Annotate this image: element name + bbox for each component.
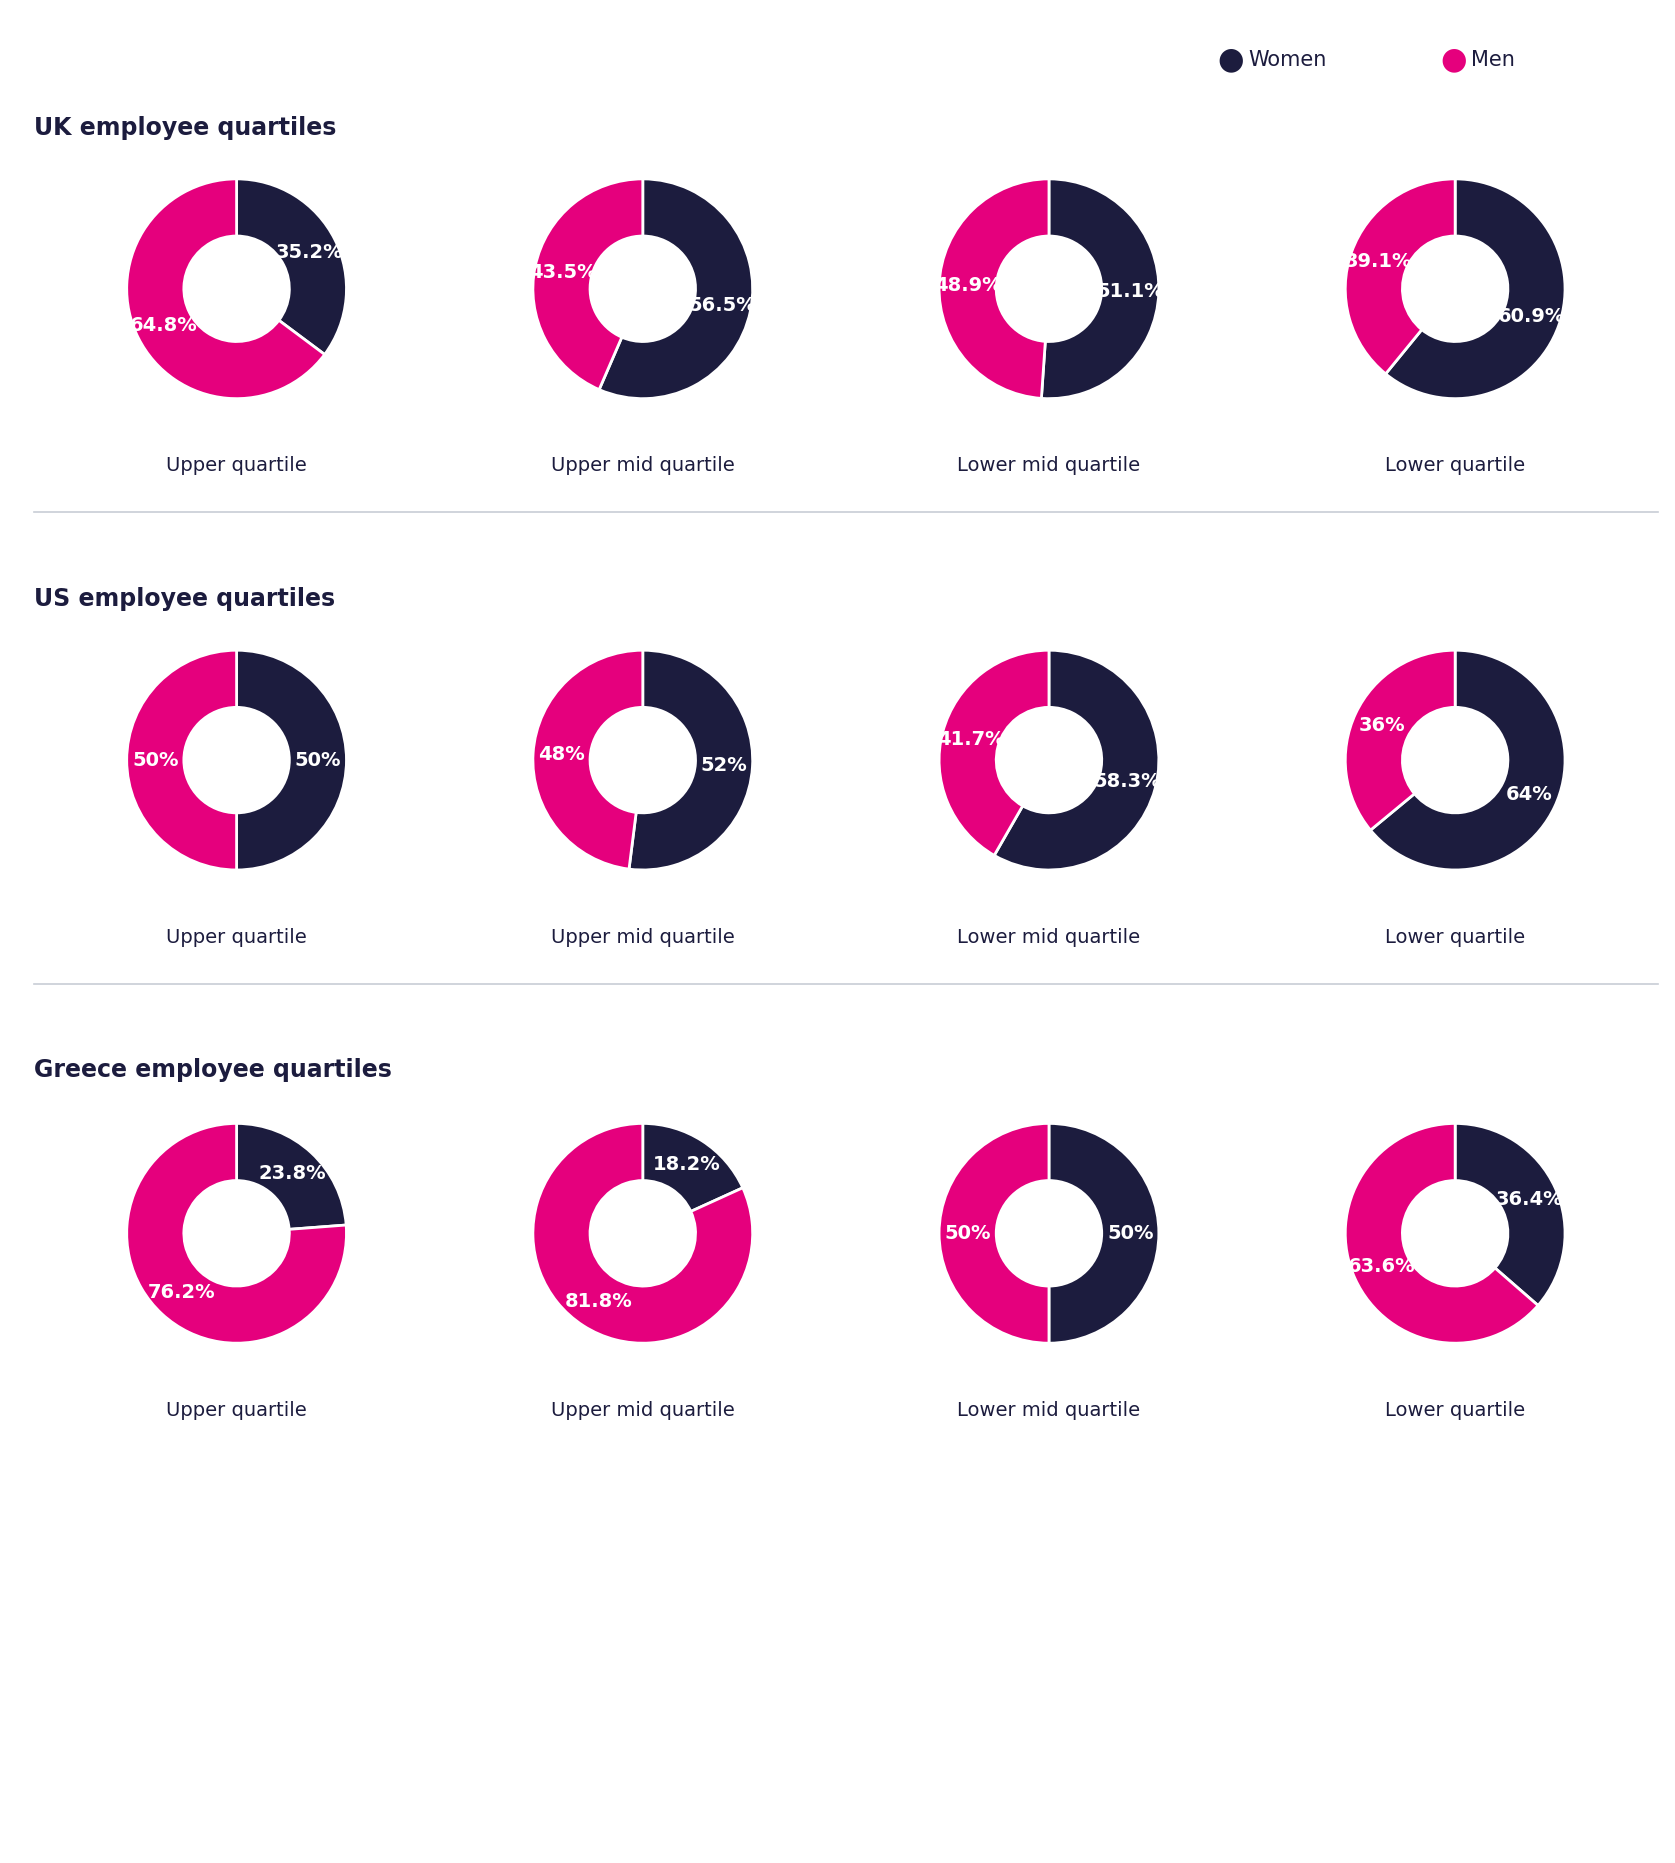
Text: Upper mid quartile: Upper mid quartile [551,456,735,475]
Wedge shape [236,179,347,354]
Text: 50%: 50% [295,751,342,769]
Text: 64.8%: 64.8% [131,315,198,335]
Wedge shape [630,650,752,870]
Text: 50%: 50% [132,751,179,769]
Wedge shape [995,650,1159,870]
Text: Men: Men [1471,50,1514,69]
Wedge shape [940,650,1049,855]
Text: Lower mid quartile: Lower mid quartile [958,456,1141,475]
Wedge shape [533,179,643,389]
Text: 43.5%: 43.5% [529,263,596,281]
Text: UK employee quartiles: UK employee quartiles [34,116,337,140]
Wedge shape [1370,650,1564,870]
Text: Lower mid quartile: Lower mid quartile [958,1401,1141,1420]
Text: ●: ● [1440,45,1467,75]
Text: 18.2%: 18.2% [653,1155,720,1174]
Text: 58.3%: 58.3% [1094,771,1161,790]
Wedge shape [127,179,325,399]
Text: 81.8%: 81.8% [564,1293,633,1312]
Text: Upper quartile: Upper quartile [166,456,307,475]
Text: 36.4%: 36.4% [1496,1190,1563,1209]
Text: 60.9%: 60.9% [1497,307,1566,326]
Text: 36%: 36% [1358,715,1405,736]
Text: 48%: 48% [538,745,585,764]
Wedge shape [236,1123,347,1230]
Wedge shape [533,650,643,870]
Text: 52%: 52% [700,756,747,775]
Wedge shape [1456,1123,1564,1306]
Text: Upper mid quartile: Upper mid quartile [551,1401,735,1420]
Wedge shape [127,650,236,870]
Text: Upper mid quartile: Upper mid quartile [551,928,735,946]
Text: Lower quartile: Lower quartile [1385,1401,1526,1420]
Text: 50%: 50% [945,1224,992,1243]
Wedge shape [1042,179,1159,399]
Wedge shape [1345,650,1456,831]
Wedge shape [940,179,1049,399]
Text: 39.1%: 39.1% [1345,252,1412,270]
Wedge shape [940,1123,1049,1343]
Text: ●: ● [1218,45,1245,75]
Text: Women: Women [1248,50,1327,69]
Text: 50%: 50% [1107,1224,1154,1243]
Text: 63.6%: 63.6% [1347,1258,1415,1276]
Text: 35.2%: 35.2% [275,242,343,263]
Text: Lower mid quartile: Lower mid quartile [958,928,1141,946]
Text: 51.1%: 51.1% [1097,281,1164,302]
Wedge shape [533,1123,752,1343]
Text: 23.8%: 23.8% [258,1164,325,1183]
Text: 76.2%: 76.2% [147,1284,214,1302]
Text: Lower quartile: Lower quartile [1385,456,1526,475]
Wedge shape [600,179,752,399]
Wedge shape [643,1123,742,1211]
Wedge shape [1345,179,1456,374]
Text: Upper quartile: Upper quartile [166,928,307,946]
Text: 56.5%: 56.5% [688,296,757,315]
Text: Greece employee quartiles: Greece employee quartiles [34,1058,392,1082]
Text: 64%: 64% [1506,784,1553,805]
Text: Upper quartile: Upper quartile [166,1401,307,1420]
Text: 41.7%: 41.7% [936,730,1005,749]
Text: 48.9%: 48.9% [935,276,1002,296]
Wedge shape [236,650,347,870]
Wedge shape [127,1123,347,1343]
Wedge shape [1385,179,1564,399]
Text: Lower quartile: Lower quartile [1385,928,1526,946]
Wedge shape [1049,1123,1159,1343]
Text: US employee quartiles: US employee quartiles [34,587,335,611]
Wedge shape [1345,1123,1538,1343]
